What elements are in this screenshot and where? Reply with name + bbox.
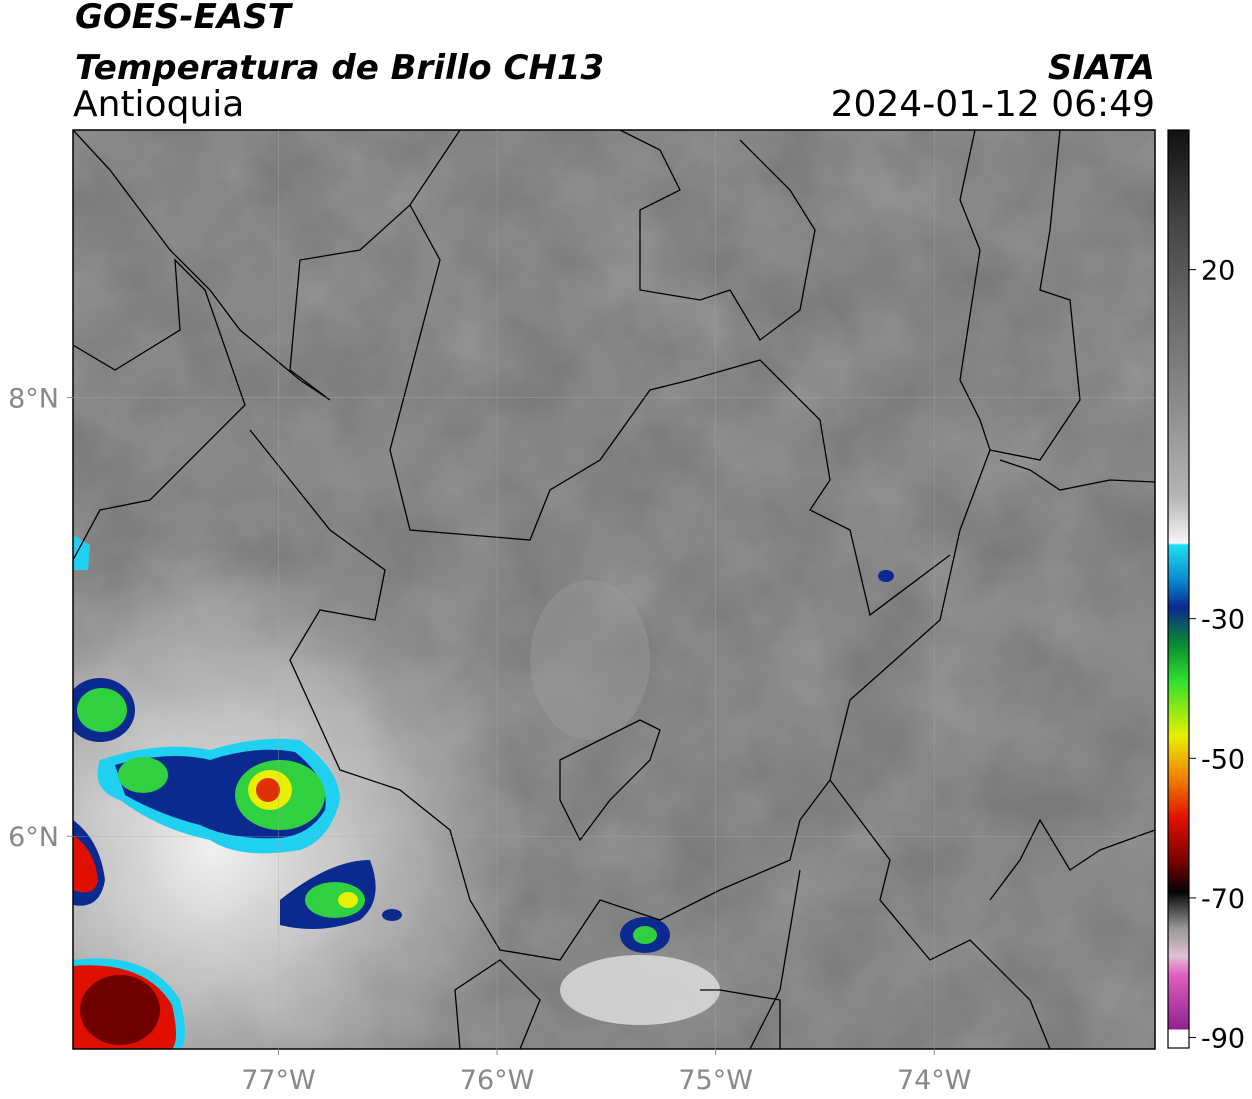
colorbar-tick-label: -50 [1201,744,1245,775]
x-tick-label: 77°W [241,1065,316,1096]
map [73,130,1155,1049]
cloud [560,955,720,1025]
datetime: 2024-01-12 06:49 [831,84,1155,125]
ticks: 77°W 76°W 75°W 74°W 6°N 8°N 20 -30 -50 -70 -90 [8,130,1245,1096]
colorbar [1167,129,1190,1049]
map-frame [72,129,1156,1050]
colorbar-tick-label: 20 [1201,256,1235,287]
colorbar-tick-label: -90 [1201,1024,1245,1055]
borders [73,130,1155,1049]
y-tick-label: 8°N [8,384,59,415]
storms [73,535,894,1049]
y-tick-label: 6°N [8,822,59,853]
subtitle: Temperatura de Brillo CH13 [75,48,604,88]
x-tick-label: 76°W [460,1065,535,1096]
region: Antioquia [73,84,244,125]
colorbar-tick-label: -70 [1201,884,1245,915]
cloud [530,580,650,740]
x-tick-label: 75°W [678,1065,753,1096]
x-tick-label: 74°W [897,1065,972,1096]
colorbar-tick-label: -30 [1201,605,1245,636]
cold-clouds [73,380,773,1049]
title: GOES-EAST [75,0,294,37]
source: SIATA [1048,48,1155,88]
